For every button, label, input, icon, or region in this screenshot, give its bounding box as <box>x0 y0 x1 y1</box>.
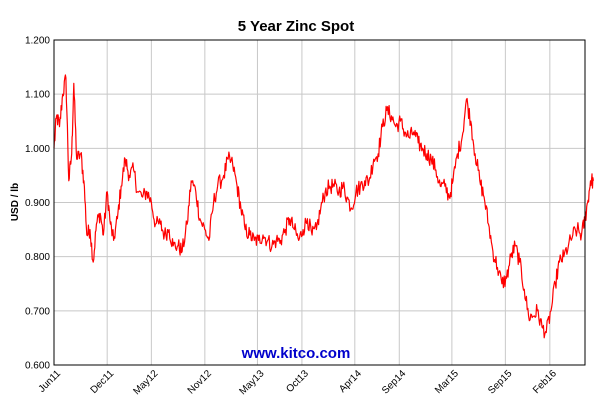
x-tick-label: Sep15 <box>486 368 515 397</box>
watermark-text: www.kitco.com <box>241 345 351 362</box>
x-tick-label: Apr14 <box>337 368 364 395</box>
chart-title: 5 Year Zinc Spot <box>238 18 354 35</box>
x-tick-label: Nov12 <box>186 368 215 397</box>
plot-frame <box>53 39 586 366</box>
x-tick-label: May12 <box>131 368 160 397</box>
x-tick-label: Jun11 <box>37 368 64 395</box>
x-tick-label: Dec11 <box>89 368 117 396</box>
y-tick-label: 1.100 <box>25 90 50 101</box>
y-axis-label: USD / lb <box>10 183 21 221</box>
x-tick-label: Mar15 <box>433 368 461 396</box>
grid-lines <box>53 39 585 366</box>
x-tick-label: Feb16 <box>531 368 559 396</box>
x-tick-label: Sep14 <box>380 368 409 397</box>
x-tick-label: Oct13 <box>284 368 311 395</box>
series-line-zinc <box>53 74 594 339</box>
y-tick-label: 1.200 <box>25 36 50 47</box>
x-axis-ticks: Jun11 Dec11 May12 Nov12 May13 Oct13 Apr14 Sep14… <box>37 368 560 397</box>
y-tick-label: 0.600 <box>25 361 50 372</box>
y-tick-label: 0.700 <box>25 306 50 317</box>
y-tick-label: 1.000 <box>25 144 50 155</box>
y-tick-label: 0.900 <box>25 198 50 209</box>
y-axis-ticks: 0.600 0.700 0.800 0.900 1.000 1.100 1.200 <box>25 36 50 372</box>
x-tick-label: May13 <box>238 368 267 397</box>
series-layer <box>53 74 594 339</box>
y-tick-label: 0.800 <box>25 252 50 263</box>
